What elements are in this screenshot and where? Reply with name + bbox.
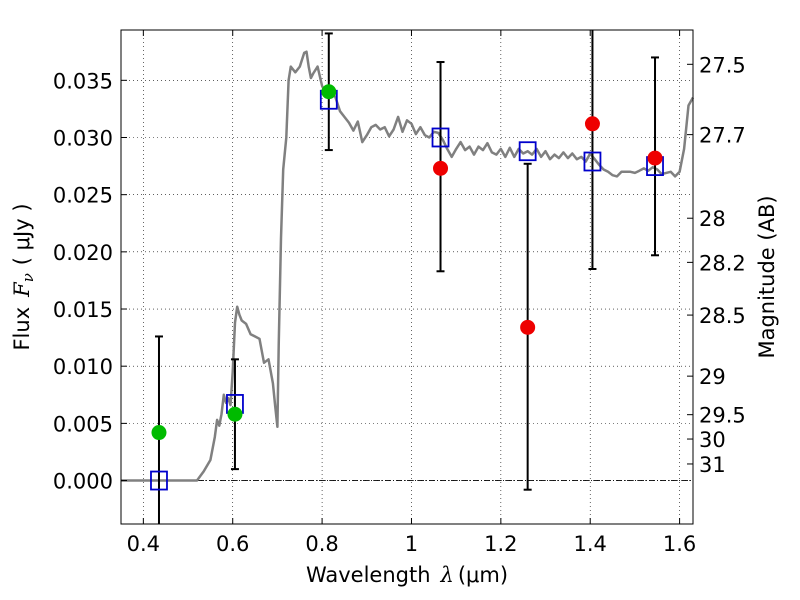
red-point bbox=[433, 160, 449, 176]
x-axis-title: Wavelength λ (μm) bbox=[306, 563, 508, 587]
model-square bbox=[150, 470, 168, 491]
model-square bbox=[583, 151, 602, 172]
y-tick-label: 0.020 bbox=[53, 241, 113, 265]
y-tick-label: 0.005 bbox=[53, 412, 113, 436]
y2-tick-label: 28.5 bbox=[699, 304, 746, 328]
y-tick-label: 0.010 bbox=[53, 355, 113, 379]
green-point bbox=[321, 84, 337, 100]
y-axis-title: FluxFν( μJy ) bbox=[10, 203, 37, 350]
ticks bbox=[121, 30, 693, 524]
y2-tick-label: 27.7 bbox=[699, 124, 746, 148]
y2-tick-label: 27.5 bbox=[699, 53, 746, 77]
y2-tick-label: 29 bbox=[699, 365, 726, 389]
green-point bbox=[151, 425, 167, 441]
x-tick-label: 1.4 bbox=[574, 532, 607, 556]
red-point bbox=[584, 116, 600, 132]
x-tick-label: 0.8 bbox=[305, 532, 338, 556]
y-tick-label: 0.035 bbox=[53, 69, 113, 93]
y-tick-label: 0.000 bbox=[53, 470, 113, 494]
y-tick-label: 0.030 bbox=[53, 126, 113, 150]
y2-axis-title: Magnitude (AB) bbox=[755, 195, 779, 358]
y2-tick-label: 28 bbox=[699, 207, 726, 231]
plot-frame bbox=[120, 29, 694, 525]
y2-tick-label: 31 bbox=[699, 453, 726, 477]
x-tick-label: 1 bbox=[405, 532, 418, 556]
errorbars bbox=[154, 30, 660, 524]
red-point bbox=[520, 319, 536, 335]
x-tick-label: 0.4 bbox=[127, 532, 160, 556]
y-tick-label: 0.015 bbox=[53, 298, 113, 322]
model-square bbox=[518, 141, 537, 162]
spectrum bbox=[121, 50, 695, 482]
y2-tick-label: 29.5 bbox=[699, 404, 746, 428]
red-point bbox=[647, 150, 663, 166]
x-tick-label: 0.6 bbox=[216, 532, 249, 556]
x-tick-label: 1.6 bbox=[663, 532, 696, 556]
green-point bbox=[227, 406, 243, 422]
model-square bbox=[431, 127, 450, 148]
y-tick-label: 0.025 bbox=[53, 184, 113, 208]
tick-labels: 0.4 0.6 0.8 1 1.2 1.4 1.6 0.000 0.005 0.010 0.015 0… bbox=[53, 53, 746, 556]
grid bbox=[121, 30, 693, 524]
y2-tick-label: 30 bbox=[699, 428, 726, 452]
y2-tick-label: 28.2 bbox=[699, 251, 746, 275]
markers bbox=[150, 84, 664, 491]
x-tick-label: 1.2 bbox=[484, 532, 517, 556]
spectrum-line bbox=[121, 50, 695, 482]
